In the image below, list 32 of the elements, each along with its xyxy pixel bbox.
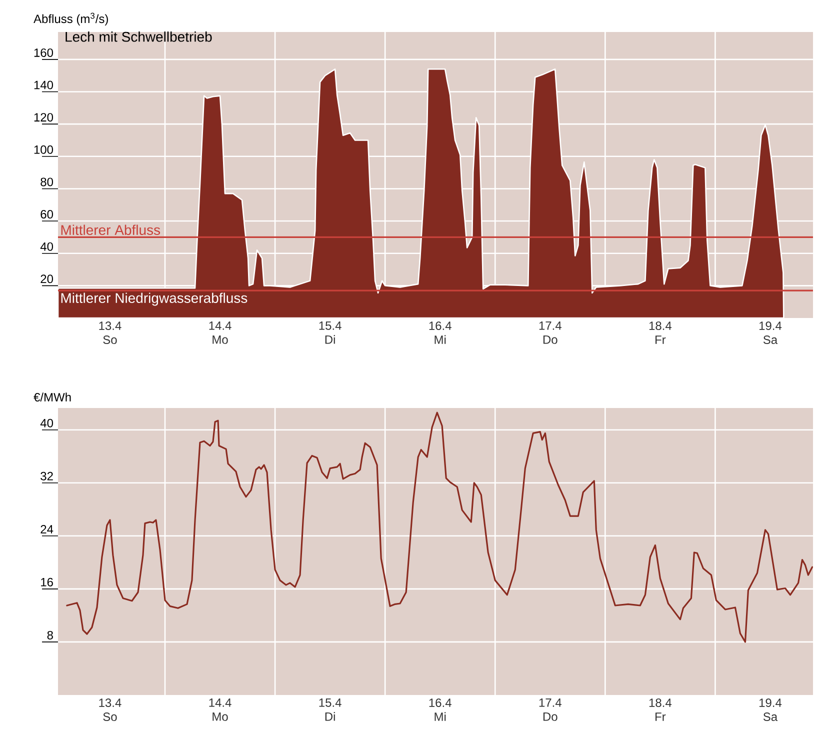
x-tick-label: 16.4 Mi <box>429 322 452 344</box>
chart-title: Lech mit Schwellbetrieb <box>66 32 212 42</box>
y-tick-label: 16 <box>41 578 53 586</box>
x-tick-label: 18.4 Fr <box>649 698 672 721</box>
y-tick-label: 24 <box>40 525 54 534</box>
y-tick-label: 20 <box>40 274 54 284</box>
x-tick-label: 18.4 Fr <box>649 322 672 344</box>
ref-line-label: Mittlerer Abfluss <box>61 224 160 235</box>
y-tick-label: 160 <box>34 48 54 57</box>
y-tick-label: 32 <box>40 472 53 480</box>
x-tick-label: 17.4 Do <box>539 322 562 344</box>
x-tick-label: 17.4 Do <box>539 698 562 721</box>
x-tick-label: 19.4 Sa <box>759 698 782 722</box>
ref-line-label: Mittlerer Niedrigwasserabfluss <box>61 292 248 306</box>
x-tick-label: 15.4 Di <box>319 698 342 721</box>
y-tick-label: 100 <box>34 145 54 154</box>
y-axis-title: €/MWh <box>34 392 71 402</box>
x-tick-label: 14.4 Mo <box>209 698 232 721</box>
y-tick-label: 40 <box>40 418 54 428</box>
y-tick-label: 60 <box>40 210 54 219</box>
y-tick-label: 140 <box>34 80 54 90</box>
x-tick-label: 13.4 So <box>99 322 122 344</box>
x-tick-label: 19.4 Sa <box>759 322 782 344</box>
y-tick-label: 40 <box>40 242 54 251</box>
x-tick-label: 16.4 Mi <box>429 698 452 721</box>
y-tick-label: 120 <box>34 113 54 122</box>
x-tick-label: 13.4 So <box>99 698 122 722</box>
x-tick-label: 14.4 Mo <box>209 322 232 344</box>
x-tick-label: 15.4 Di <box>319 322 342 344</box>
y-tick-label: 80 <box>40 178 54 186</box>
y-tick-label: 8 <box>47 630 53 640</box>
y-axis-title: Abfluss (m$^{3}$/s) <box>34 12 108 26</box>
